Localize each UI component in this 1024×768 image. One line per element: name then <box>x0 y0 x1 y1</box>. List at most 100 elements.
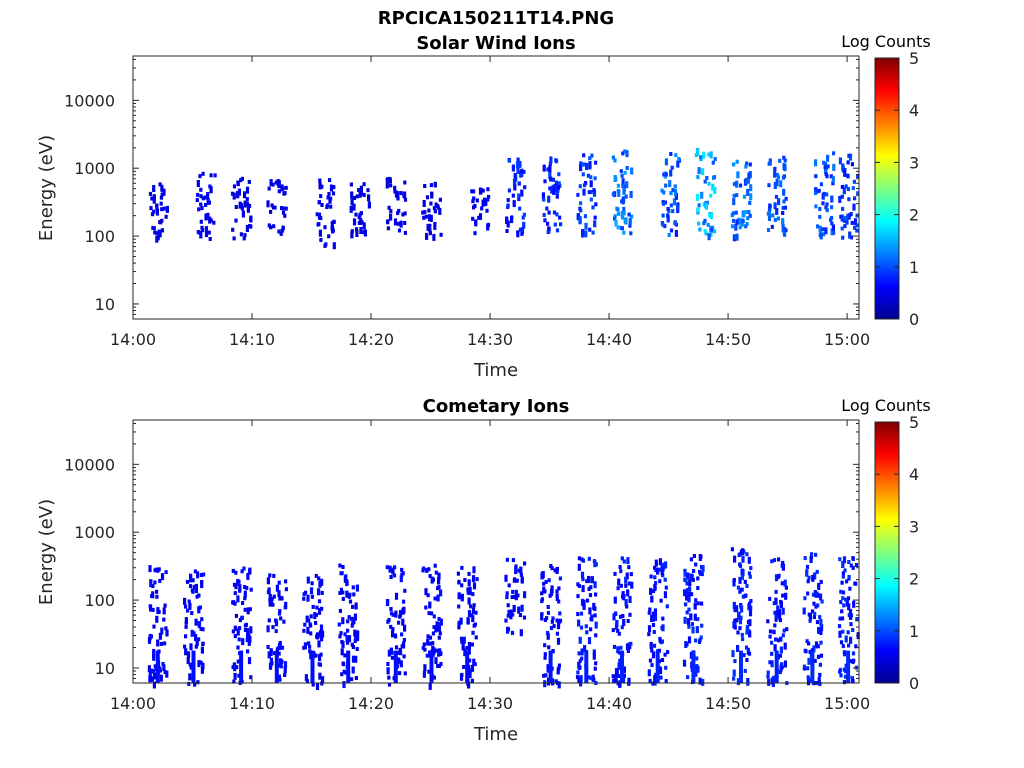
heatmap-cell <box>629 191 633 198</box>
heatmap-cell <box>433 596 437 601</box>
colorbar-tick-label: 0 <box>909 310 919 329</box>
heatmap-cell <box>803 556 807 560</box>
heatmap-cell <box>839 589 843 594</box>
heatmap-cell <box>387 618 391 622</box>
heatmap-cell <box>838 630 842 638</box>
heatmap-cell <box>731 218 736 223</box>
heatmap-cell <box>747 556 751 564</box>
heatmap-cell <box>307 641 311 646</box>
heatmap-cell <box>694 598 698 603</box>
heatmap-cell <box>427 567 431 572</box>
heatmap-cell <box>518 613 523 618</box>
heatmap-cell <box>339 587 343 592</box>
heatmap-cell <box>201 627 205 632</box>
heatmap-cell <box>155 231 159 236</box>
heatmap-cell <box>209 186 213 194</box>
heatmap-cell <box>696 601 700 606</box>
heatmap-cell <box>658 667 663 675</box>
heatmap-cell <box>548 161 552 166</box>
heatmap-cell <box>472 196 476 201</box>
heatmap-cell <box>773 182 777 189</box>
heatmap-cell <box>465 646 469 651</box>
heatmap-cell <box>439 232 443 237</box>
heatmap-cell <box>540 591 544 596</box>
heatmap-cell <box>616 646 620 654</box>
heatmap-cell <box>621 212 625 220</box>
heatmap-cell <box>579 675 583 683</box>
heatmap-cell <box>165 205 169 213</box>
heatmap-cell <box>284 579 288 584</box>
heatmap-cell <box>783 232 787 237</box>
heatmap-cell <box>612 613 616 621</box>
heatmap-cell <box>810 650 815 683</box>
heatmap-cell <box>586 173 590 178</box>
heatmap-cell <box>195 594 199 599</box>
heatmap-cell <box>283 673 287 677</box>
heatmap-cell <box>517 197 521 202</box>
heatmap-cell <box>808 618 812 623</box>
heatmap-cell <box>283 661 288 669</box>
heatmap-cell <box>350 231 354 239</box>
heatmap-cell <box>510 595 514 600</box>
heatmap-cell <box>814 174 818 179</box>
heatmap-cell <box>233 591 237 596</box>
heatmap-cell <box>556 182 560 190</box>
heatmap-cell <box>332 219 336 224</box>
heatmap-cell <box>392 573 397 578</box>
heatmap-cell <box>818 672 822 677</box>
heatmap-cell <box>432 675 436 680</box>
heatmap-cell <box>544 673 548 678</box>
heatmap-cell <box>150 594 154 598</box>
heatmap-cell <box>433 183 437 188</box>
heatmap-cell <box>421 646 425 650</box>
heatmap-cell <box>674 153 678 158</box>
heatmap-cell <box>777 198 781 206</box>
heatmap-cell <box>342 669 346 674</box>
heatmap-cell <box>776 605 780 610</box>
heatmap-cell <box>396 211 400 216</box>
heatmap-cell <box>320 590 324 595</box>
heatmap-cell <box>316 632 320 640</box>
heatmap-cell <box>475 577 479 582</box>
heatmap-cell <box>841 163 845 171</box>
heatmap-cell <box>668 180 672 188</box>
heatmap-cell <box>385 177 389 182</box>
colorbar-tick-label: 3 <box>909 517 919 536</box>
heatmap-cell <box>747 172 751 180</box>
heatmap-cell <box>622 187 626 195</box>
heatmap-cell <box>472 566 476 574</box>
heatmap-cell <box>823 165 827 170</box>
heatmap-cell <box>812 615 816 620</box>
heatmap-cell <box>733 234 737 239</box>
heatmap-cell <box>519 572 523 577</box>
heatmap-cell <box>654 581 658 585</box>
heatmap-cell <box>350 229 354 234</box>
heatmap-cell <box>518 160 522 168</box>
heatmap-cell <box>401 571 405 576</box>
heatmap-cell <box>688 591 692 596</box>
heatmap-cell <box>349 205 353 213</box>
heatmap-cell <box>266 625 270 633</box>
heatmap-cell <box>817 676 821 684</box>
heatmap-cell <box>817 188 821 193</box>
heatmap-cell <box>459 673 464 681</box>
heatmap-cell <box>439 589 443 597</box>
heatmap-cell <box>773 166 777 171</box>
x-tick-label: 14:00 <box>110 694 156 713</box>
heatmap-cell <box>427 208 431 213</box>
heatmap-cell <box>821 192 825 200</box>
heatmap-cell <box>340 648 344 656</box>
heatmap-cell <box>467 579 471 587</box>
heatmap-cell <box>669 152 673 156</box>
heatmap-cell <box>731 211 735 216</box>
heatmap-cell <box>814 604 818 609</box>
heatmap-cell <box>308 644 312 649</box>
heatmap-cell <box>237 637 241 642</box>
heatmap-cell <box>511 193 515 198</box>
heatmap-cell <box>249 215 253 223</box>
heatmap-cell <box>748 213 752 218</box>
heatmap-cell <box>777 612 781 620</box>
heatmap-cell <box>613 216 617 221</box>
heatmap-cell <box>437 652 441 657</box>
